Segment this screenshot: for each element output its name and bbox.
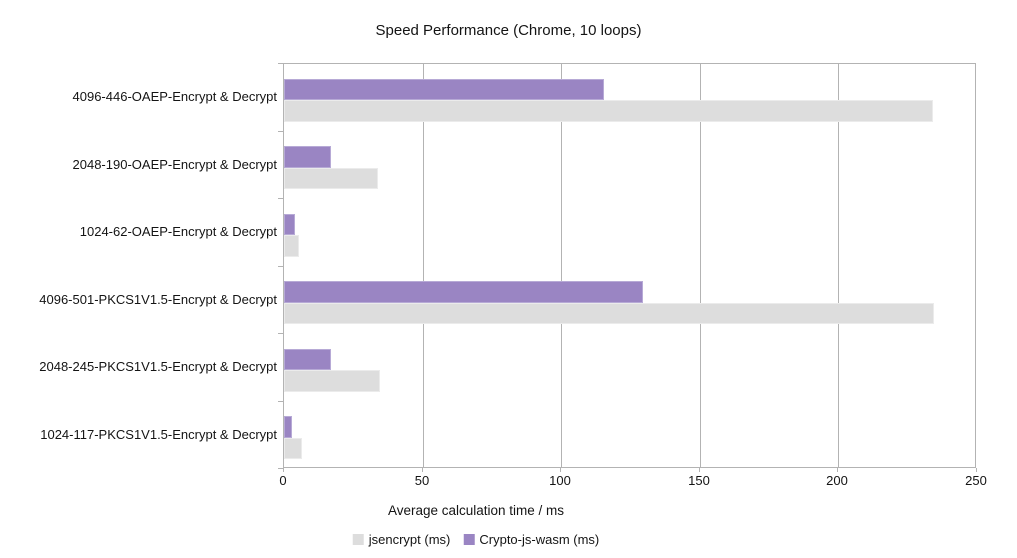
x-axis-title: Average calculation time / ms: [387, 503, 565, 518]
gridline-x-50: [423, 64, 424, 467]
legend-item-crypto-js-wasm: Crypto-js-wasm (ms): [463, 532, 599, 547]
category-label-4: 2048-245-PKCS1V1.5-Encrypt & Decrypt: [39, 359, 277, 375]
bar-jsencrypt-1: [284, 167, 379, 190]
y-axis-tick-3: [278, 266, 283, 267]
y-axis-tick-2: [278, 198, 283, 199]
x-axis-tick-50: [422, 468, 423, 472]
bar-jsencrypt-5: [284, 437, 302, 460]
gridline-x-150: [700, 64, 701, 467]
y-axis-tick-5: [278, 401, 283, 402]
x-tick-label-250: 250: [965, 473, 987, 488]
bar-crypto-js-wasm-3: [284, 281, 643, 303]
x-axis-tick-150: [699, 468, 700, 472]
bar-crypto-js-wasm-1: [284, 146, 332, 168]
x-tick-label-150: 150: [688, 473, 710, 488]
x-tick-label-0: 0: [279, 473, 287, 488]
chart-title: Speed Performance (Chrome, 10 loops): [375, 22, 642, 39]
x-axis-tick-250: [976, 468, 977, 472]
bar-jsencrypt-4: [284, 370, 380, 392]
category-label-1: 2048-190-OAEP-Encrypt & Decrypt: [72, 156, 277, 172]
y-axis-tick-6: [278, 468, 283, 469]
plot-area: [283, 63, 976, 468]
legend-label: jsencrypt (ms): [368, 532, 451, 547]
category-label-5: 1024-117-PKCS1V1.5-Encrypt & Decrypt: [40, 426, 277, 442]
bar-jsencrypt-0: [284, 100, 933, 122]
bar-crypto-js-wasm-2: [284, 213, 296, 236]
y-axis-tick-1: [278, 131, 283, 132]
category-label-2: 1024-62-OAEP-Encrypt & Decrypt: [79, 224, 277, 240]
y-axis-tick-4: [278, 333, 283, 334]
x-tick-label-200: 200: [826, 473, 848, 488]
category-label-3: 4096-501-PKCS1V1.5-Encrypt & Decrypt: [39, 291, 277, 307]
x-axis-tick-200: [837, 468, 838, 472]
category-label-0: 4096-446-OAEP-Encrypt & Decrypt: [72, 89, 277, 105]
bar-crypto-js-wasm-5: [284, 416, 293, 438]
x-tick-label-100: 100: [549, 473, 571, 488]
legend: jsencrypt (ms) Crypto-js-wasm (ms): [352, 532, 599, 547]
x-axis-tick-0: [283, 468, 284, 472]
bar-jsencrypt-2: [284, 235, 300, 257]
legend-label: Crypto-js-wasm (ms): [479, 532, 600, 547]
legend-swatch-icon: [352, 534, 364, 545]
gridline-x-200: [838, 64, 839, 467]
category-axis-labels: 4096-446-OAEP-Encrypt & Decrypt 2048-190-…: [0, 63, 277, 468]
bar-jsencrypt-3: [284, 302, 934, 325]
bar-crypto-js-wasm-4: [284, 348, 332, 371]
bar-crypto-js-wasm-0: [284, 78, 605, 101]
x-tick-label-50: 50: [414, 473, 430, 488]
legend-swatch-icon: [463, 534, 475, 545]
gridline-x-100: [561, 64, 562, 467]
x-axis-tick-100: [560, 468, 561, 472]
y-axis-tick-0: [278, 63, 283, 64]
legend-item-jsencrypt: jsencrypt (ms): [352, 532, 451, 547]
